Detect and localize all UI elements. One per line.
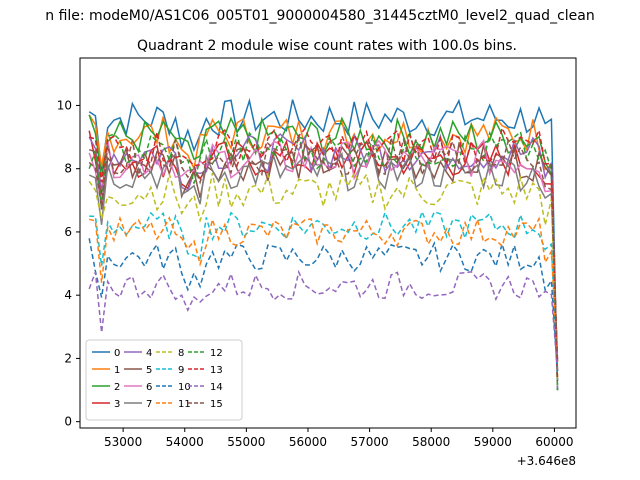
chart-title: Quadrant 2 module wise count rates with … bbox=[137, 38, 517, 54]
x-tick-label: 56000 bbox=[289, 435, 327, 449]
legend-label-1: 1 bbox=[114, 365, 120, 376]
x-tick-label: 58000 bbox=[412, 435, 450, 449]
x-offset-label: +3.646e8 bbox=[517, 454, 576, 468]
x-tick-label: 57000 bbox=[350, 435, 388, 449]
series-line-14 bbox=[88, 269, 559, 372]
y-tick-label: 0 bbox=[64, 415, 72, 429]
y-tick-label: 8 bbox=[64, 162, 72, 176]
series-line-6 bbox=[88, 138, 559, 372]
y-tick-label: 10 bbox=[57, 98, 72, 112]
legend-label-0: 0 bbox=[114, 348, 120, 359]
x-tick-label: 60000 bbox=[535, 435, 573, 449]
plot-frame bbox=[79, 57, 577, 429]
legend-label-4: 4 bbox=[146, 348, 152, 359]
legend-label-15: 15 bbox=[210, 399, 223, 410]
legend-box bbox=[85, 339, 243, 421]
series-line-15 bbox=[88, 135, 559, 362]
legend-label-9: 9 bbox=[178, 365, 184, 376]
y-axis: 0 2 4 6 8 10 bbox=[57, 98, 80, 429]
legend-label-2: 2 bbox=[114, 382, 120, 393]
figure-suptitle: n file: modeM0/AS1C06_005T01_9000004580_… bbox=[45, 8, 594, 24]
legend-label-8: 8 bbox=[178, 348, 184, 359]
legend-label-11: 11 bbox=[178, 399, 191, 410]
legend-label-14: 14 bbox=[210, 382, 223, 393]
legend-label-3: 3 bbox=[114, 399, 120, 410]
legend-label-12: 12 bbox=[210, 348, 223, 359]
y-tick-label: 2 bbox=[64, 351, 72, 365]
legend-label-13: 13 bbox=[210, 365, 223, 376]
x-axis: 53000 54000 55000 56000 57000 58000 59000 60000 bbox=[104, 428, 574, 449]
x-tick-label: 59000 bbox=[474, 435, 512, 449]
x-tick-label: 55000 bbox=[227, 435, 265, 449]
legend-label-6: 6 bbox=[146, 382, 152, 393]
series-line-7 bbox=[88, 151, 559, 362]
legend-label-10: 10 bbox=[178, 382, 191, 393]
x-tick-label: 54000 bbox=[166, 435, 204, 449]
series-line-11 bbox=[89, 215, 559, 362]
y-tick-label: 6 bbox=[64, 225, 72, 239]
y-tick-label: 4 bbox=[64, 288, 72, 302]
series-line-10 bbox=[88, 238, 559, 372]
x-tick-label: 53000 bbox=[104, 435, 142, 449]
legend-label-7: 7 bbox=[146, 399, 152, 410]
legend-label-5: 5 bbox=[146, 365, 152, 376]
plot-lines bbox=[88, 97, 559, 391]
series-line-8 bbox=[88, 171, 559, 391]
